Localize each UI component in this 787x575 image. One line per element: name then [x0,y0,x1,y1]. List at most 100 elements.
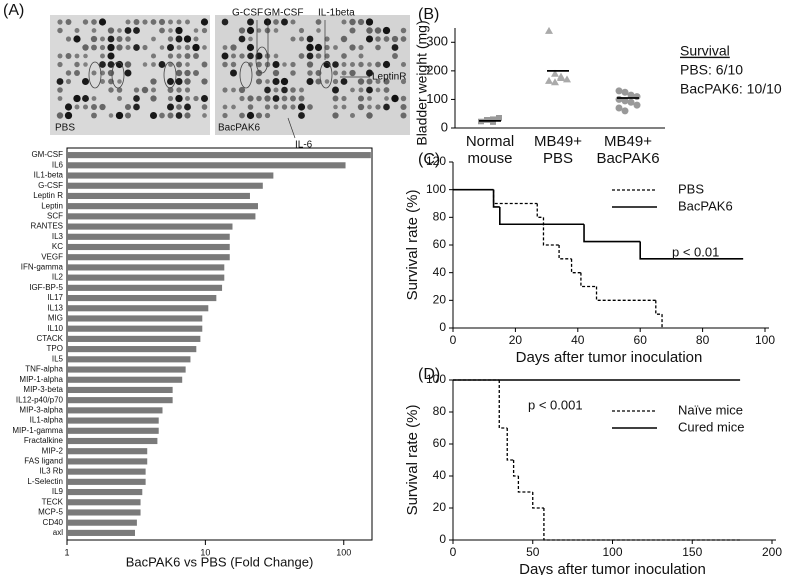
bar [67,182,263,189]
blot-dot [100,79,105,84]
blot-dot [56,112,64,119]
blot-dot [167,53,174,59]
blot-dot [115,60,124,69]
blot-dot [193,36,199,42]
blot-label: PBS [55,123,75,134]
blot-dot [117,79,122,84]
survival-step [580,272,597,288]
blot-dot [81,77,90,86]
blot-dot [175,94,183,103]
x-axis-label: Days after tumor inoculation [519,561,706,575]
blot-dot [151,87,156,93]
blot-dot [358,61,364,68]
blot-dot [383,36,390,42]
blot-dot [133,95,140,102]
blot-dot [185,96,190,101]
y-tick-label: 80 [433,210,447,224]
blot-dot [91,104,97,110]
blot-dot [297,103,306,111]
blot-dot [201,95,208,102]
blot-dot [176,45,182,50]
blot-dot [332,112,339,119]
blot-dot [400,78,407,85]
x-axis-label: Days after tumor inoculation [516,349,703,366]
blot-dot [158,61,166,68]
blot-dot [366,27,373,34]
bar [67,243,230,251]
survival-step [655,300,663,315]
blot-dot [82,104,89,110]
blot-dot [133,19,140,25]
bar [67,346,197,353]
blot-dot [202,45,207,50]
y-tick-label: MIP-2 [42,446,64,455]
bar [67,417,159,424]
blot-dot [91,112,97,119]
blot-dot [382,26,391,35]
y-tick-label: 200 [426,62,448,77]
blot-dot [74,53,80,59]
blot-dot [290,61,296,68]
x-tick-label: 0 [450,545,457,559]
bar [67,274,225,281]
blot-dot [116,87,123,93]
blot-annotation: GM-CSF [264,8,303,19]
blot-dot [366,86,373,94]
x-tick-label: 100 [602,545,622,559]
blot-dot [91,28,97,33]
point [490,119,496,125]
blot-circle [239,61,253,89]
blot-dot [150,19,157,25]
blot-dot [332,95,339,102]
blot-dot [341,62,347,67]
blot-annotation: IL-6 [295,140,313,151]
blot-dot [239,53,245,59]
blot-dot [365,18,374,26]
blot-dot [341,70,347,76]
blot-dot [124,103,132,111]
blot-dot [230,61,237,68]
blot-dot [82,44,89,51]
blot-dot [167,44,174,51]
survival-step [542,217,560,246]
y-tick-label: 40 [433,468,447,482]
x-tick-label: MB49+ PBS [534,133,582,167]
blot-dot [57,53,63,59]
blot-dot [201,61,208,68]
y-tick-label: 120 [426,154,446,168]
y-tick-label: IL2 [52,273,64,282]
bar [67,233,230,240]
blot-circle [88,61,102,89]
blot-dot [193,95,199,102]
bar [67,284,223,291]
blot-dot [391,35,399,43]
y-tick-label: IL12-p40/p70 [16,395,64,404]
blot-dot [280,77,289,86]
bar [67,427,159,434]
y-tick-label: IL1-beta [34,171,64,180]
blot-dot [315,19,322,25]
panel-label: (A) [3,2,24,19]
blot-dot [333,104,338,110]
blot-dot [332,86,339,94]
blot-dot [290,104,296,110]
blot-dot [290,87,296,93]
y-tick-label: 100 [426,182,446,196]
blot-dot [91,70,97,76]
blot-dot [133,87,140,93]
blot-dot [264,86,271,94]
x-tick-label: 80 [696,333,710,347]
blot-dot [273,28,279,33]
blot-dot [176,53,182,59]
blot-dot [238,27,246,34]
blot-dot [357,18,365,26]
blot-dot [350,87,355,93]
blot-dot [125,44,131,51]
y-tick-label: IL17 [47,293,63,302]
survival-step [512,460,519,477]
blot-dot [116,35,123,43]
y-tick-label: 300 [426,34,448,49]
panel-label: (B) [418,6,439,23]
blot-dot [263,18,272,26]
blot-dot [375,104,381,110]
